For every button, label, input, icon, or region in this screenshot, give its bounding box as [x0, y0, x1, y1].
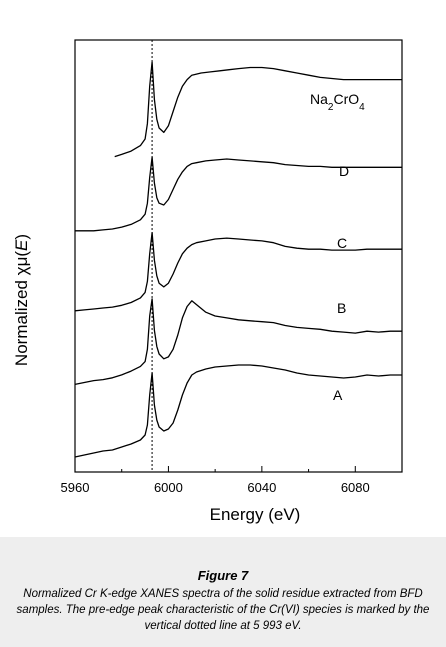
y-axis-title-chi: χ [12, 266, 31, 275]
xanes-chart: 5960 6000 6040 6080 Energy (eV) Normalized … [12, 39, 403, 524]
series-label-na2cro4: Na2CrO4 [310, 91, 365, 113]
x-ticks: 5960 6000 6040 6080 [61, 466, 370, 495]
y-axis-title-mu: μ( [12, 251, 31, 267]
series-group [74, 61, 402, 458]
x-tick-label: 6040 [247, 480, 276, 495]
y-axis-title: Normalized χμ(E) [12, 234, 31, 366]
figure-caption: Normalized Cr K-edge XANES spectra of th… [16, 588, 430, 632]
series-label-c: C [337, 235, 347, 251]
series-line-a [74, 364, 402, 458]
series-line-na2cro4 [114, 61, 402, 158]
axes [74, 39, 403, 473]
x-tick-label: 5960 [61, 480, 90, 495]
series-line-c [74, 231, 402, 312]
plot-frame [74, 39, 403, 473]
series-line-b [74, 298, 402, 386]
x-axis-title: Energy (eV) [210, 505, 301, 524]
x-tick-label: 6000 [154, 480, 183, 495]
caption-panel [0, 537, 446, 647]
series-label-a: A [333, 387, 343, 403]
series-line-d [75, 156, 402, 232]
series-label-b: B [337, 300, 346, 316]
y-axis-title-e: E [12, 239, 31, 251]
series-label-d: D [339, 163, 349, 179]
y-axis-title-prefix: Normalized [12, 275, 31, 366]
figure-title: Figure 7 [197, 568, 249, 583]
x-tick-label: 6080 [341, 480, 370, 495]
y-axis-title-suffix: ) [12, 234, 31, 240]
